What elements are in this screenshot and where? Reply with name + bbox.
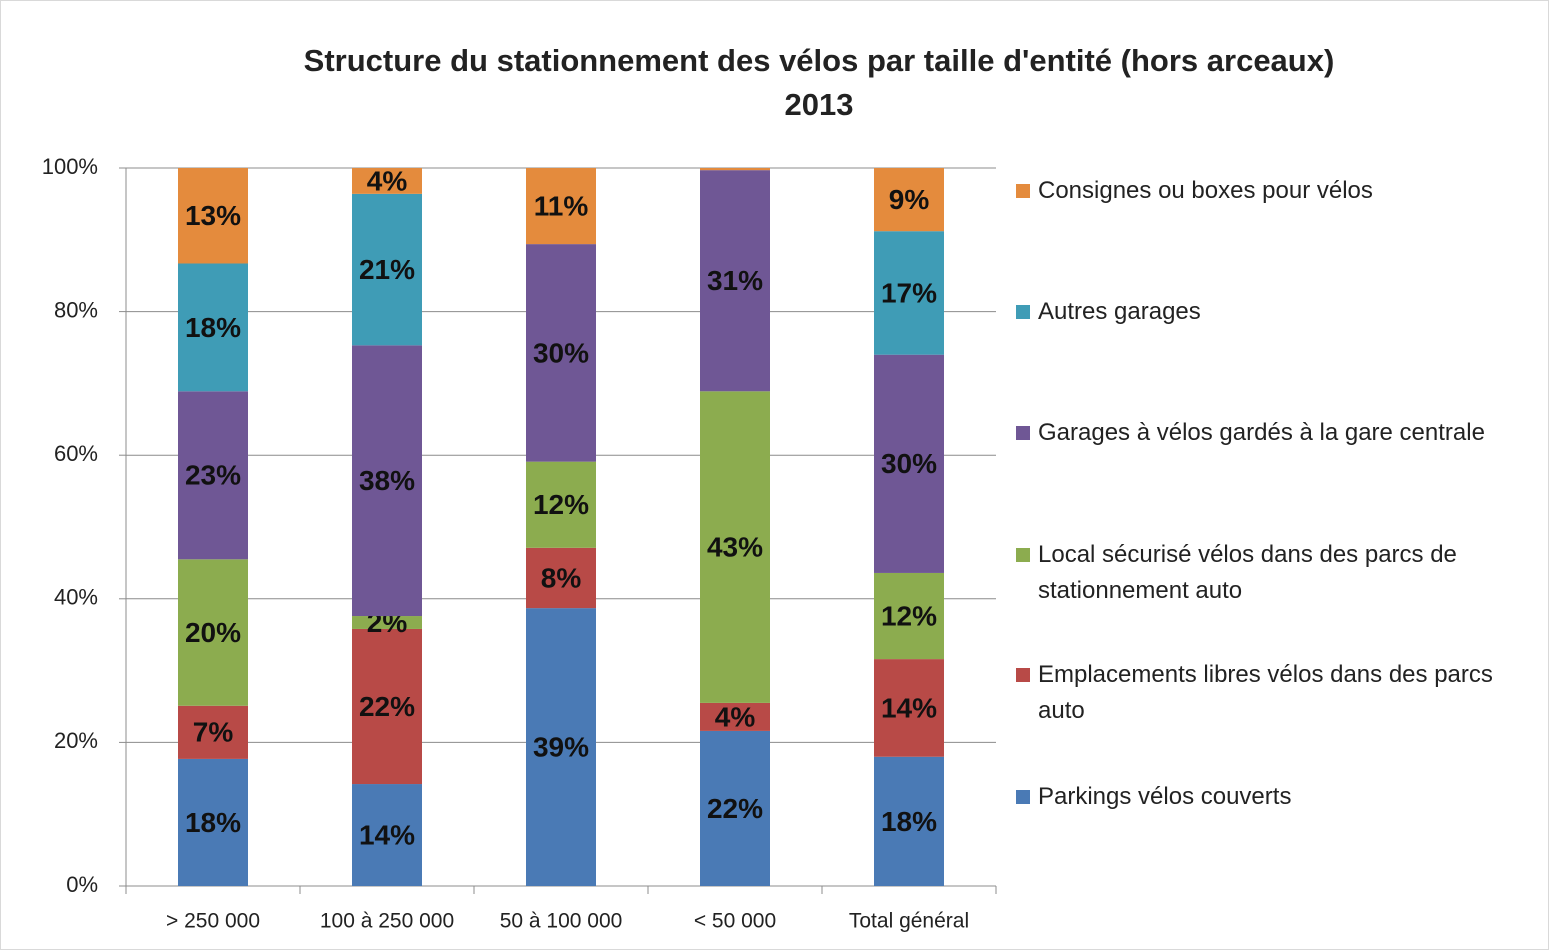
data-label: 18% <box>881 806 937 837</box>
bar-segment <box>352 168 422 194</box>
bar-segment <box>874 168 944 232</box>
x-tick-label: 50 à 100 000 <box>500 910 623 933</box>
bar-segment <box>178 391 248 560</box>
data-label: 12% <box>881 600 937 631</box>
bar-segment <box>700 391 770 703</box>
y-tick-label: 40% <box>54 585 98 610</box>
x-tick-label: > 250 000 <box>166 910 260 933</box>
legend-swatch <box>1016 305 1030 319</box>
bar-segment <box>526 608 596 886</box>
data-label: 4% <box>367 165 408 196</box>
chart-subtitle: 2013 <box>785 87 854 122</box>
data-label: 20% <box>185 617 241 648</box>
data-label: 31% <box>707 265 763 296</box>
data-label: 38% <box>359 465 415 496</box>
data-label: 9% <box>889 184 930 215</box>
bar-segment <box>352 784 422 886</box>
data-label: 18% <box>185 807 241 838</box>
bar-segment <box>526 168 596 245</box>
x-tick-label: Total général <box>849 910 969 933</box>
bar-segment <box>352 628 422 785</box>
data-label: 12% <box>533 489 589 520</box>
x-tick-label: < 50 000 <box>694 910 776 933</box>
y-tick-label: 60% <box>54 441 98 466</box>
data-label: 8% <box>541 562 582 593</box>
legend-label: Autres garages <box>1038 298 1201 325</box>
data-label: 30% <box>881 448 937 479</box>
legend-swatch <box>1016 184 1030 198</box>
y-tick-label: 20% <box>54 728 98 753</box>
bar-segment <box>178 263 248 392</box>
bar-segment <box>526 244 596 462</box>
y-tick-label: 100% <box>42 154 98 179</box>
bar-segment <box>874 354 944 573</box>
legend-item: Autres garages <box>1016 294 1201 330</box>
data-label: 22% <box>707 793 763 824</box>
legend-label: Local sécurisé vélos dans des parcs de s… <box>1038 541 1457 604</box>
bar-segment <box>352 193 422 346</box>
data-label: 13% <box>185 200 241 231</box>
bar-segment <box>526 547 596 609</box>
data-label: 7% <box>193 717 234 748</box>
data-label: 22% <box>359 691 415 722</box>
bar-segment <box>700 170 770 392</box>
legend-swatch <box>1016 668 1030 682</box>
bar-segment <box>874 572 944 660</box>
data-label: 21% <box>359 254 415 285</box>
data-label: 30% <box>533 337 589 368</box>
legend-label: Parkings vélos couverts <box>1038 783 1292 810</box>
legend-item: Consignes ou boxes pour vélos <box>1016 173 1373 209</box>
bar-segment <box>700 702 770 731</box>
legend-label: Consignes ou boxes pour vélos <box>1038 177 1373 204</box>
bar-segment <box>526 461 596 548</box>
data-label: 4% <box>715 701 756 732</box>
data-label: 23% <box>185 460 241 491</box>
legend-label: Garages à vélos gardés à la gare central… <box>1038 419 1485 446</box>
bar-segment <box>700 730 770 886</box>
data-label: 11% <box>534 190 589 221</box>
legend-swatch <box>1016 426 1030 440</box>
legend-swatch <box>1016 790 1030 804</box>
data-label: 39% <box>533 731 589 762</box>
data-label: 14% <box>881 692 937 723</box>
chart-title: Structure du stationnement des vélos par… <box>304 43 1335 78</box>
legend-item: Emplacements libres vélos dans des parcs… <box>1016 657 1546 729</box>
legend-item: Parkings vélos couverts <box>1016 779 1291 815</box>
bar-segment <box>178 758 248 886</box>
y-tick-label: 80% <box>54 297 98 322</box>
data-label: 17% <box>881 277 937 308</box>
bar-segment <box>874 231 944 355</box>
legend-item: Garages à vélos gardés à la gare central… <box>1016 415 1485 451</box>
bar-segment <box>178 559 248 706</box>
data-label: 18% <box>185 312 241 343</box>
legend-item: Local sécurisé vélos dans des parcs de s… <box>1016 537 1546 609</box>
legend-label: Emplacements libres vélos dans des parcs… <box>1038 661 1493 724</box>
bar-segment <box>874 659 944 757</box>
bar-segment <box>352 345 422 617</box>
bar-segment <box>178 168 248 264</box>
bar-segment <box>352 616 422 629</box>
y-tick-label: 0% <box>66 872 98 897</box>
bar-segment <box>178 705 248 759</box>
data-label: 14% <box>359 819 415 850</box>
legend-swatch <box>1016 548 1030 562</box>
bar-segment <box>700 168 770 171</box>
x-tick-label: 100 à 250 000 <box>320 910 454 933</box>
data-label: 43% <box>707 531 763 562</box>
bar-segment <box>874 756 944 886</box>
